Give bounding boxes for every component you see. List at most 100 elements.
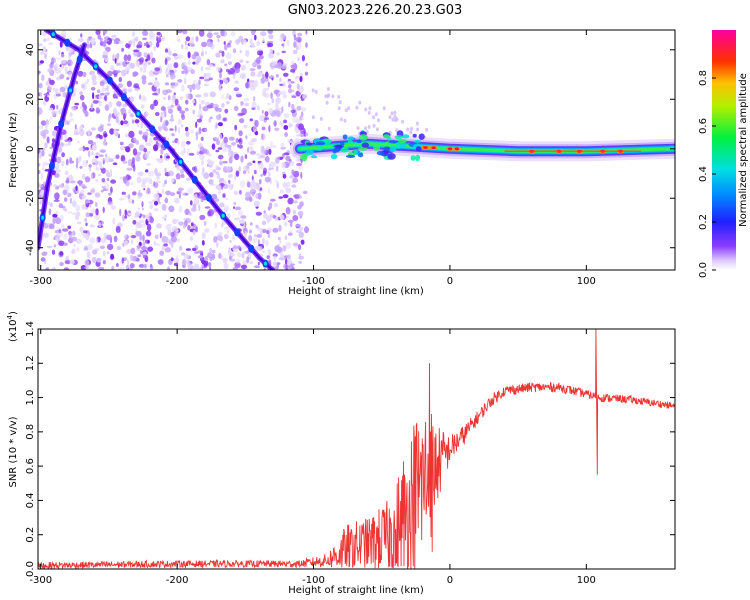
noise-speckle [224, 226, 230, 231]
noise-speckle [143, 63, 147, 71]
noise-speckle [46, 136, 50, 144]
noise-speckle [260, 31, 267, 37]
noise-speckle [233, 201, 237, 206]
noise-speckle [165, 69, 171, 76]
noise-speckle [83, 230, 88, 234]
noise-speckle [390, 111, 394, 116]
noise-speckle [220, 59, 225, 64]
noise-speckle [240, 245, 247, 250]
noise-speckle [65, 158, 69, 166]
noise-speckle [88, 166, 91, 172]
noise-speckle [382, 106, 386, 111]
noise-speckle [187, 51, 191, 59]
noise-speckle [110, 179, 116, 184]
carrier-blob [415, 154, 421, 162]
noise-speckle [238, 165, 241, 173]
noise-speckle [228, 95, 232, 101]
noise-speckle [238, 144, 243, 149]
noise-speckle [199, 103, 202, 111]
noise-speckle [178, 192, 181, 199]
noise-speckle [106, 251, 110, 255]
x-tick-label: 100 [577, 575, 596, 586]
noise-speckle [131, 199, 135, 204]
noise-speckle [148, 170, 155, 177]
noise-speckle [224, 197, 228, 201]
noise-speckle [233, 87, 239, 92]
noise-speckle [260, 162, 264, 170]
noise-speckle [283, 125, 289, 130]
noise-speckle [245, 135, 248, 140]
noise-speckle [301, 107, 307, 112]
noise-speckle [54, 63, 59, 68]
noise-speckle [204, 206, 211, 209]
noise-speckle [91, 72, 95, 77]
noise-speckle [90, 86, 96, 91]
noise-speckle [95, 30, 101, 36]
noise-speckle [146, 44, 150, 48]
noise-speckle [125, 43, 129, 49]
noise-speckle [83, 233, 86, 238]
y-tick-label: 1.2 [25, 355, 36, 371]
noise-speckle [96, 257, 102, 263]
noise-speckle [58, 240, 65, 246]
noise-speckle [287, 88, 293, 94]
noise-speckle [190, 207, 197, 212]
noise-speckle [268, 163, 272, 171]
noise-speckle [154, 70, 161, 74]
noise-speckle [138, 263, 145, 268]
noise-speckle [201, 240, 205, 246]
noise-speckle [207, 158, 211, 164]
noise-speckle [70, 233, 75, 236]
noise-speckle [140, 250, 143, 255]
noise-speckle [257, 246, 263, 252]
noise-speckle [234, 174, 237, 181]
noise-speckle [194, 251, 199, 254]
noise-speckle [292, 209, 297, 215]
noise-speckle [147, 246, 154, 252]
snr-panel: -300 -200 -100 0 100 0.0 0.2 0.4 0.6 0.8 1.0 1.2 1.… [6, 311, 676, 596]
noise-speckle [261, 237, 265, 245]
colorbar-ticks: 0.0 0.2 0.4 0.6 0.8 [698, 70, 716, 278]
noise-speckle [207, 252, 213, 259]
noise-speckle [227, 61, 233, 65]
y-tick-label: 0 [25, 146, 36, 152]
spectrogram-y-axis-label: Frequency (Hz) [8, 112, 19, 188]
noise-speckle [75, 162, 78, 169]
noise-speckle [127, 159, 133, 167]
noise-speckle [84, 147, 90, 151]
noise-speckle [301, 55, 305, 62]
noise-speckle [263, 167, 267, 174]
noise-speckle [120, 156, 126, 162]
noise-speckle [219, 72, 222, 79]
noise-speckle [118, 197, 125, 201]
noise-speckle [41, 149, 45, 157]
spectrogram-marks [38, 30, 675, 270]
noise-speckle [391, 117, 395, 122]
noise-speckle [74, 124, 77, 130]
noise-speckle [185, 248, 191, 251]
noise-speckle [164, 247, 171, 253]
noise-speckle [276, 52, 280, 56]
noise-speckle [215, 149, 220, 153]
noise-speckle [64, 66, 68, 74]
noise-speckle [63, 233, 68, 240]
x-tick-label: -100 [302, 276, 325, 287]
noise-speckle [163, 119, 170, 126]
noise-speckle [112, 162, 118, 165]
noise-speckle [147, 61, 151, 65]
noise-speckle [60, 215, 64, 222]
x-tick-label: 0 [447, 575, 453, 586]
noise-speckle [285, 155, 291, 162]
noise-speckle [231, 234, 236, 241]
noise-speckle [185, 36, 191, 42]
noise-speckle [61, 205, 66, 209]
noise-speckle [260, 174, 264, 177]
noise-speckle [101, 86, 105, 93]
noise-speckle [256, 50, 259, 56]
noise-speckle [175, 173, 181, 180]
noise-speckle [139, 94, 142, 100]
noise-speckle [173, 92, 176, 96]
noise-speckle [141, 75, 147, 81]
noise-speckle [125, 264, 129, 270]
carrier-blob [394, 135, 404, 140]
